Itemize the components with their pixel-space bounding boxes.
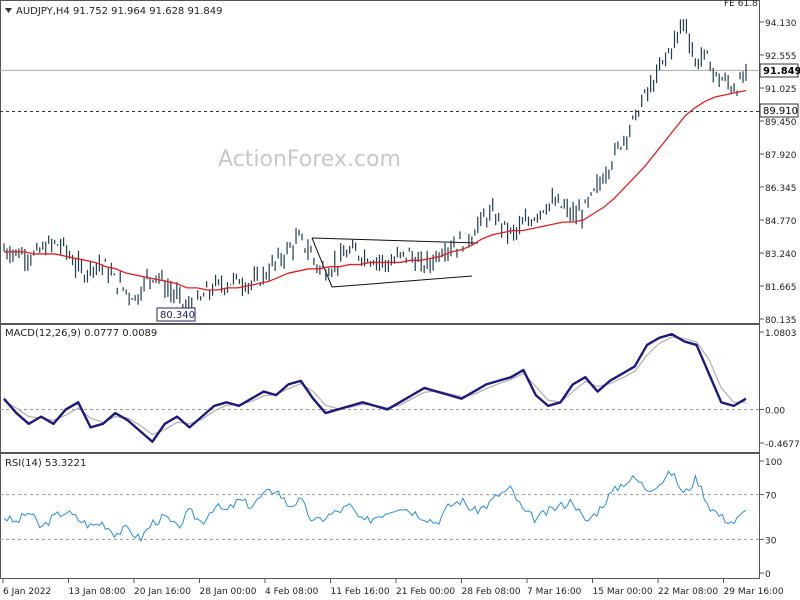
y-tick-label: 70 [765,492,777,502]
y-tick-label: 83.240 [765,250,797,260]
x-tick-label: 29 Mar 16:00 [724,587,784,597]
y-tick-label: 0.00 [765,406,785,416]
y-tick-label: 89.450 [765,118,797,128]
y-tick-label: 81.665 [765,283,797,293]
collapse-triangle-icon[interactable] [5,8,12,13]
watermark: ActionForex.com [218,147,401,172]
low-label-text: 80.340 [160,310,195,321]
macd-signal-line [3,336,746,436]
y-tick-label: 91.025 [765,85,797,95]
y-tick-label: 100 [765,458,782,468]
y-tick-label: 0 [765,570,771,580]
price-series [0,18,760,318]
rsi-series [0,470,760,543]
macd-y-axis: 1.0803 0.00 -0.4677 [760,329,800,450]
rsi-panel-frame [0,453,760,579]
price-panel-title: AUDJPY,H4 91.752 91.964 91.628 91.849 [16,6,222,17]
x-tick-label: 13 Jan 08:00 [69,587,126,597]
y-tick-label: 94.130 [765,19,797,29]
macd-panel-frame [0,324,760,453]
rsi-y-axis: 100 70 30 0 [760,458,782,580]
x-tick-label: 22 Mar 08:00 [658,587,718,597]
y-tick-label: 84.770 [765,217,797,227]
y-tick-label: 92.555 [765,52,797,62]
y-tick-label: -0.4677 [765,440,800,450]
macd-series [0,332,760,443]
macd-line [3,332,747,443]
low-label: 80.340 [156,307,196,322]
triangle-lower-line [331,275,473,288]
price-tag-text: 91.849 [763,66,800,77]
rsi-panel-title: RSI(14) 53.3221 [5,458,86,469]
x-tick-label: 11 Feb 16:00 [331,587,390,597]
x-axis: 6 Jan 2022 13 Jan 08:00 20 Jan 16:00 28 Jan… [2,579,784,597]
y-tick-label: 80.135 [765,316,797,326]
x-tick-label: 20 Jan 16:00 [134,587,191,597]
rsi-line [3,470,747,543]
moving-average-line [4,89,747,291]
price-tag: 91.849 [759,63,800,78]
y-tick-label: 87.920 [765,151,797,161]
x-tick-label: 28 Jan 00:00 [200,587,257,597]
price-panel-frame [0,0,760,324]
macd-panel-title: MACD(12,26,9) 0.0777 0.0089 [5,328,157,339]
fib-label: FE 61.8 [724,0,758,9]
x-tick-label: 21 Feb 00:00 [396,587,455,597]
price-y-axis: 94.130 92.555 91.025 89.450 87.920 86.345 84.7… [760,19,797,326]
y-tick-label: 30 [765,536,777,546]
y-tick-label: 86.345 [765,184,797,194]
x-tick-label: 15 Mar 00:00 [593,587,653,597]
x-tick-label: 4 Feb 08:00 [265,587,319,597]
x-tick-label: 6 Jan 2022 [3,587,51,597]
y-tick-label: 1.0803 [765,329,797,339]
x-tick-label: 7 Mar 16:00 [527,587,582,597]
level-tag-text: 89.910 [763,106,798,117]
x-tick-label: 28 Feb 08:00 [462,587,521,597]
triangle-upper-line [311,237,479,244]
triangle-side-line [311,237,333,288]
level-tag: 89.910 [759,103,799,118]
